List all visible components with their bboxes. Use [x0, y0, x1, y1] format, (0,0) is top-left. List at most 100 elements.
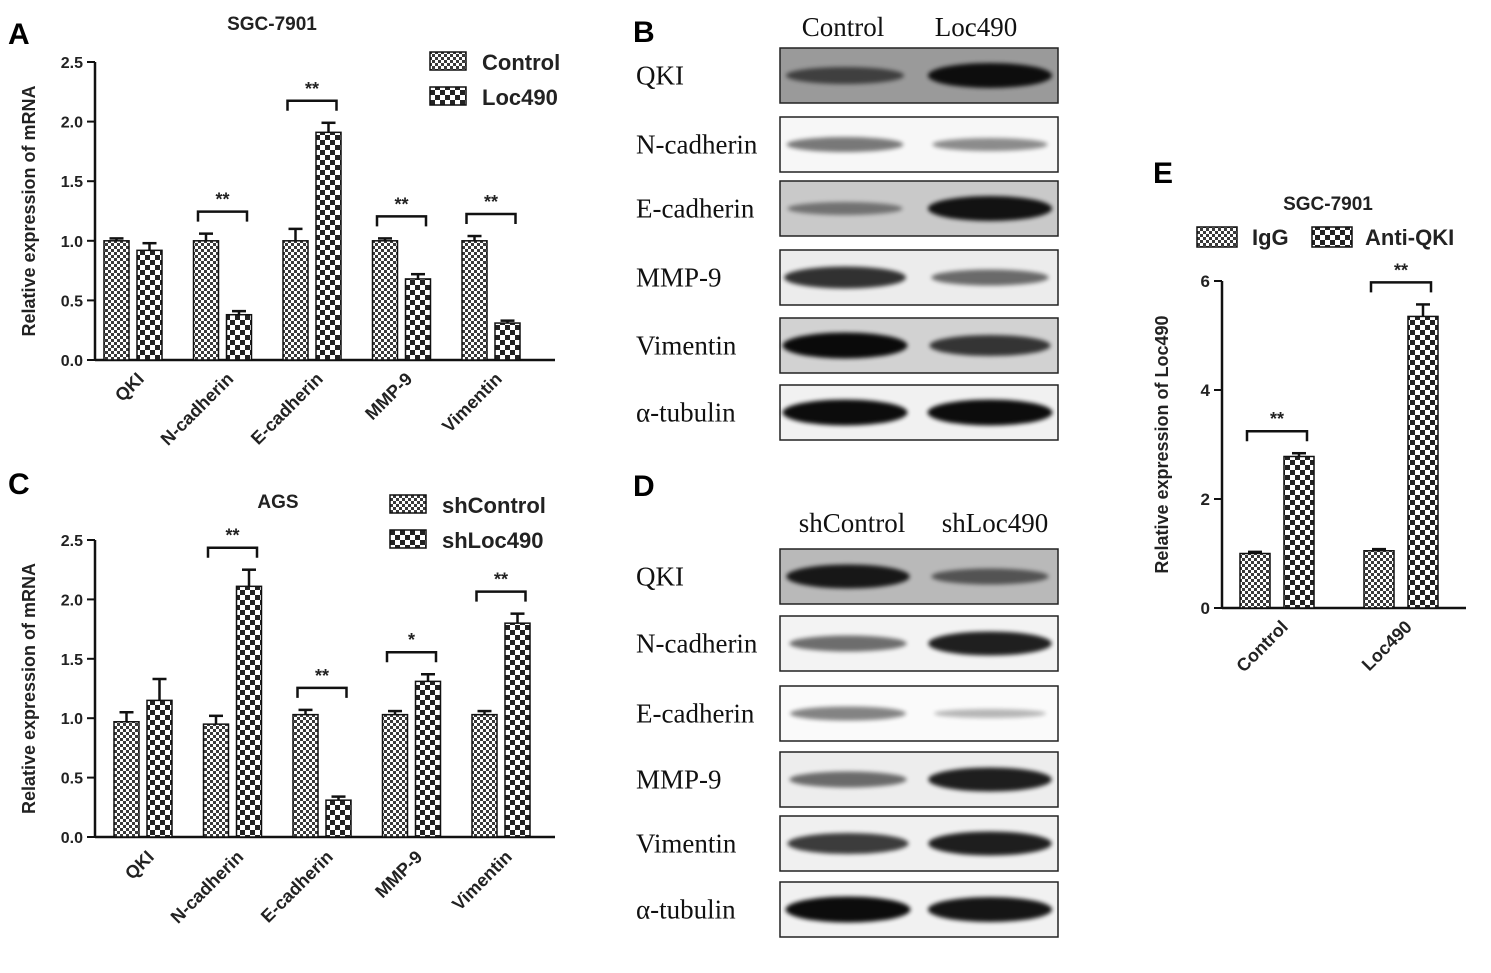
blot-band: [785, 896, 911, 923]
bar: [371, 240, 399, 361]
western-blot-d: shControl shLoc490 QKI N-cadherin E-cadherin…: [636, 508, 1059, 938]
bar: [103, 240, 130, 361]
blot-row-label: α-tubulin: [636, 398, 736, 428]
x-tick-label: MMP-9: [361, 369, 416, 424]
blot-band: [933, 709, 1047, 718]
bar: [504, 622, 531, 838]
y-axis-label: Relative expression of Loc490: [1152, 315, 1172, 573]
blot-row-label: QKI: [636, 61, 684, 91]
significance-marker: **: [1270, 409, 1284, 429]
blot-band: [790, 706, 906, 721]
blot-band: [927, 399, 1053, 426]
chart-a: SGC-7901 0.0 0.5 1.0 1.5 2.0 2.5 Relative expre…: [19, 14, 560, 449]
blot-band: [787, 833, 909, 854]
significance-marker: **: [494, 570, 508, 590]
bar: [414, 680, 442, 838]
blot-row-label: MMP-9: [636, 263, 722, 293]
legend-swatch: [1311, 226, 1353, 248]
blot-band: [782, 399, 908, 426]
legend-label: shLoc490: [442, 528, 544, 553]
x-tick-label: Vimentin: [448, 847, 516, 915]
bar: [404, 278, 432, 361]
significance-bracket: [385, 650, 438, 663]
bar: [202, 723, 230, 838]
legend-swatch: [429, 51, 467, 71]
panel-letter-c: C: [8, 468, 30, 501]
legend-label: Control: [482, 50, 560, 75]
bar: [1283, 455, 1315, 609]
y-tick-label: 0.5: [61, 293, 83, 310]
bar: [225, 313, 253, 361]
blot-band: [927, 196, 1053, 221]
legend-label: shControl: [442, 493, 546, 518]
blot-band: [932, 138, 1048, 151]
y-tick-label: 0.5: [61, 771, 83, 788]
blot-band: [927, 63, 1053, 88]
significance-marker: **: [215, 190, 229, 210]
bar: [235, 585, 263, 838]
blot-band: [929, 335, 1051, 356]
legend-label: Anti-QKI: [1365, 225, 1454, 250]
panel-letter-d: D: [633, 470, 655, 503]
blot-band: [928, 631, 1052, 656]
bar: [471, 713, 498, 838]
y-tick-label: 1.5: [61, 174, 83, 191]
blot-band: [786, 137, 904, 152]
bar: [494, 322, 521, 361]
blot-row-label: α-tubulin: [636, 895, 736, 925]
chart-c: AGS 0.0 0.5 1.0 1.5 2.0 2.5 Relative expression…: [19, 492, 555, 927]
blot-row-label: MMP-9: [636, 765, 722, 795]
bar: [381, 713, 409, 838]
blot-row-label: N-cadherin: [636, 629, 758, 659]
x-tick-label: MMP-9: [371, 847, 426, 902]
blot-band: [928, 767, 1052, 792]
bar: [282, 240, 309, 361]
significance-bracket: [1369, 281, 1433, 293]
significance-marker: **: [305, 79, 319, 99]
significance-bracket: [375, 215, 428, 227]
chart-e: SGC-7901 0 2 4 6 Relative expression of Loc49…: [1152, 194, 1466, 676]
blot-band: [784, 266, 906, 289]
significance-bracket: [206, 546, 259, 558]
blot-band: [931, 568, 1049, 585]
x-tick-label: QKI: [121, 847, 158, 884]
blot-column-label: shControl: [799, 508, 906, 538]
y-tick-label: 2.0: [61, 592, 83, 609]
y-tick-label: 2.0: [61, 115, 83, 132]
blot-band: [786, 564, 910, 589]
bar: [1363, 550, 1395, 609]
bar: [1407, 315, 1439, 609]
significance-bracket: [196, 210, 249, 222]
significance-bracket: [296, 686, 348, 698]
significance-bracket: [475, 590, 527, 602]
y-tick-label: 2: [1201, 490, 1210, 509]
y-tick-label: 1.0: [61, 711, 83, 728]
significance-bracket: [465, 212, 517, 225]
bar: [146, 699, 173, 838]
chart-title: SGC-7901: [1283, 194, 1373, 215]
y-tick-label: 2.5: [61, 55, 83, 72]
significance-bracket: [1245, 429, 1309, 442]
y-tick-label: 1.0: [61, 234, 83, 251]
legend-swatch: [1196, 226, 1238, 248]
blot-row-label: E-cadherin: [636, 194, 755, 224]
y-tick-label: 0.0: [61, 353, 83, 370]
x-tick-label: N-cadherin: [157, 369, 238, 450]
western-blot-b: Control Loc490 QKI N-cadherin E-cadherin MMP-…: [636, 12, 1059, 441]
y-axis-label: Relative expression of mRNA: [19, 563, 39, 814]
y-tick-label: 0.0: [61, 830, 83, 847]
blot-band: [782, 332, 908, 359]
blot-band: [787, 202, 903, 215]
significance-marker: **: [315, 666, 329, 686]
panel-letter-a: A: [8, 18, 30, 51]
bar: [461, 240, 488, 361]
x-tick-label: Control: [1232, 617, 1291, 676]
y-tick-label: 2.5: [61, 533, 83, 550]
x-tick-label: N-cadherin: [167, 847, 248, 928]
blot-band: [789, 771, 907, 788]
blot-band: [928, 831, 1052, 856]
bar: [315, 131, 342, 361]
legend-swatch: [429, 86, 467, 106]
significance-marker: *: [408, 630, 415, 650]
blot-row-label: Vimentin: [636, 829, 737, 859]
